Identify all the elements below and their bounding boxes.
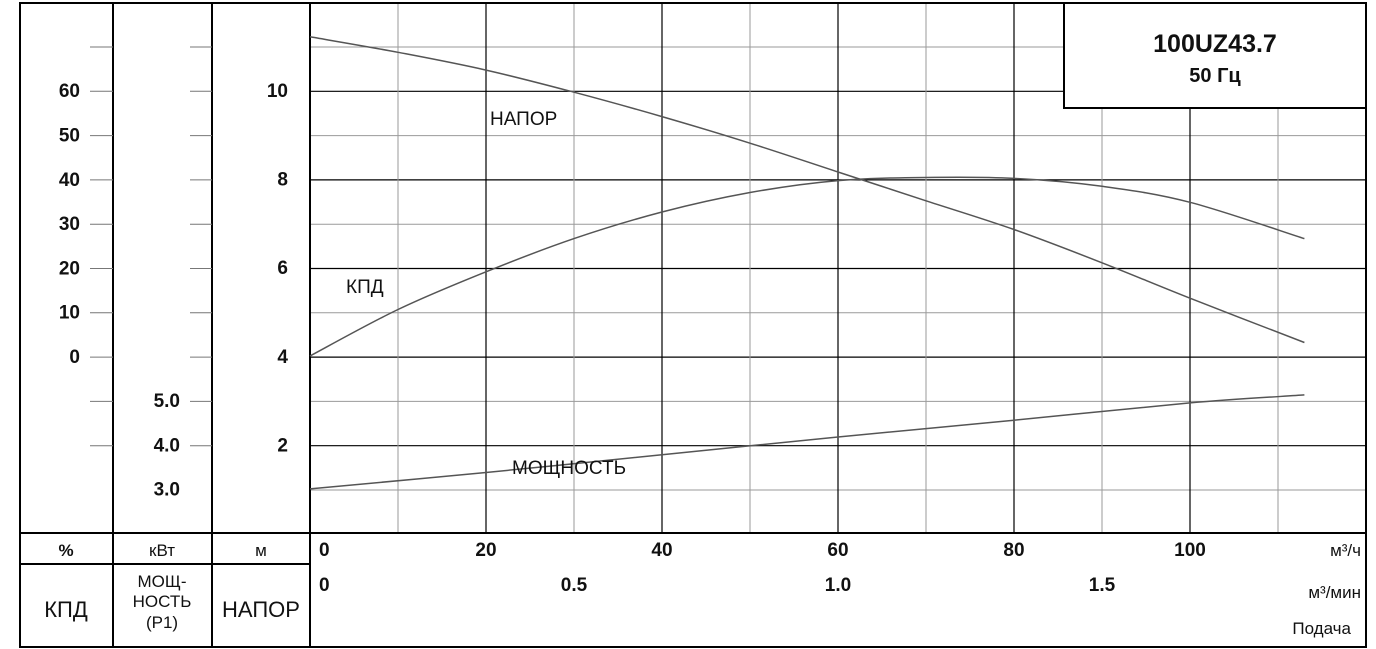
- efficiency-tick-label: 60: [59, 81, 80, 102]
- head-unit: м: [255, 541, 267, 560]
- efficiency-tick-label: 50: [59, 126, 80, 147]
- x-tick-primary: 60: [827, 540, 848, 561]
- grid: [310, 3, 1366, 533]
- x-tick-secondary: 1.0: [825, 575, 851, 596]
- x-tick-secondary: 0.5: [561, 575, 588, 596]
- x-unit-primary: м³/ч: [1330, 541, 1361, 560]
- efficiency-curve: [309, 176, 1305, 357]
- head-tick-label: 8: [277, 170, 288, 191]
- head-tick-label: 4: [277, 347, 288, 368]
- x-tick-secondary: 1.5: [1089, 575, 1116, 596]
- chart-title: 100UZ43.7: [1153, 30, 1277, 58]
- power-curve: [309, 394, 1305, 490]
- title-box: 100UZ43.7 50 Гц: [1063, 2, 1367, 109]
- efficiency-curve-label: КПД: [346, 277, 384, 298]
- efficiency-unit: %: [58, 541, 73, 560]
- power-tick-label: 4.0: [154, 435, 180, 456]
- efficiency-tick-label: 0: [69, 347, 80, 368]
- power-curve-label: МОЩНОСТЬ: [512, 458, 626, 479]
- efficiency-axis-label: КПД: [44, 597, 88, 622]
- efficiency-tick-label: 30: [59, 214, 80, 235]
- x-unit-secondary: м³/мин: [1308, 583, 1361, 602]
- x-tick-secondary: 0: [319, 575, 330, 596]
- curves: [309, 36, 1305, 490]
- head-axis-label: НАПОР: [222, 597, 300, 622]
- x-tick-primary: 40: [651, 540, 672, 561]
- chart-subtitle: 50 Гц: [1189, 65, 1241, 87]
- head-tick-label: 10: [267, 81, 288, 102]
- head-curve: [309, 36, 1305, 344]
- x-tick-primary: 100: [1174, 540, 1206, 561]
- power-axis-label-1: МОЩ-: [138, 572, 187, 591]
- power-axis-label-3: (P1): [146, 613, 178, 632]
- head-tick-label: 6: [277, 258, 288, 279]
- power-unit: кВт: [149, 541, 175, 560]
- efficiency-tick-label: 20: [59, 258, 80, 279]
- head-curve-label: НАПОР: [490, 109, 557, 130]
- x-tick-primary: 80: [1003, 540, 1024, 561]
- head-tick-label: 2: [277, 435, 288, 456]
- x-axis-label: Подача: [1292, 619, 1351, 638]
- x-tick-primary: 20: [475, 540, 496, 561]
- power-tick-label: 3.0: [154, 480, 180, 501]
- chart-frame: [19, 2, 1367, 648]
- power-tick-label: 5.0: [154, 391, 180, 412]
- power-axis-label-2: НОСТЬ: [133, 592, 192, 611]
- efficiency-tick-label: 40: [59, 170, 80, 191]
- efficiency-tick-label: 10: [59, 303, 80, 324]
- x-tick-primary: 0: [319, 540, 330, 561]
